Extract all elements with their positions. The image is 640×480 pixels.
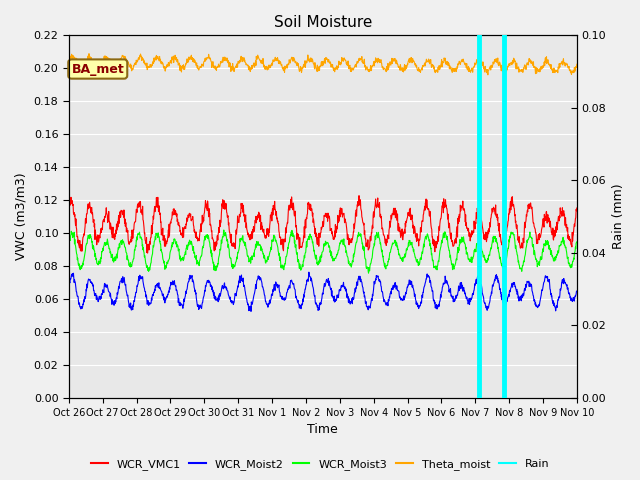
- Title: Soil Moisture: Soil Moisture: [274, 15, 372, 30]
- Y-axis label: VWC (m3/m3): VWC (m3/m3): [15, 173, 28, 261]
- Text: BA_met: BA_met: [72, 62, 124, 75]
- X-axis label: Time: Time: [307, 423, 338, 436]
- Legend: WCR_VMC1, WCR_Moist2, WCR_Moist3, Theta_moist, Rain: WCR_VMC1, WCR_Moist2, WCR_Moist3, Theta_…: [86, 455, 554, 474]
- Y-axis label: Rain (mm): Rain (mm): [612, 184, 625, 250]
